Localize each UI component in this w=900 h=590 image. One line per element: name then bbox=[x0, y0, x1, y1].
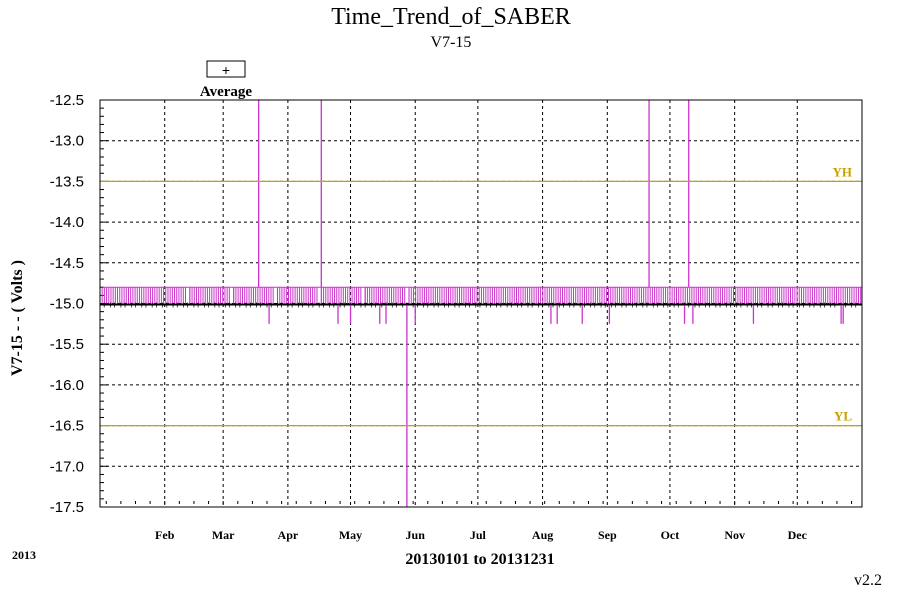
x-tick-label: Sep bbox=[598, 528, 617, 542]
y-tick-label: -15.0 bbox=[50, 296, 84, 313]
y-tick-label: -14.0 bbox=[50, 214, 84, 231]
chart-title: Time_Trend_of_SABER bbox=[331, 4, 571, 30]
limit-label-yl: YL bbox=[834, 409, 852, 424]
data-band bbox=[99, 286, 862, 308]
y-axis-label: V7-15 - - ( Volts ) bbox=[9, 260, 26, 376]
version-label: v2.2 bbox=[854, 572, 882, 589]
x-axis: Feb Mar Apr May Jun Jul Aug Sep Oct Nov Dec bbox=[155, 528, 808, 542]
x-tick-label: Feb bbox=[155, 528, 175, 542]
legend-label: Average bbox=[200, 84, 253, 100]
x-tick-label: Jul bbox=[470, 528, 487, 542]
x-tick-label: May bbox=[339, 528, 362, 542]
x-tick-label: Aug bbox=[532, 528, 553, 542]
y-tick-label: -14.5 bbox=[50, 255, 84, 272]
legend-symbol: + bbox=[222, 62, 230, 78]
x-tick-label: Jun bbox=[406, 528, 426, 542]
y-tick-label: -13.5 bbox=[50, 173, 84, 190]
x-tick-label: Dec bbox=[788, 528, 808, 542]
y-axis: -12.5 -13.0 -13.5 -14.0 -14.5 -15.0 -15.5 -16.0… bbox=[50, 92, 84, 516]
plot-frame bbox=[99, 99, 863, 508]
y-tick-label: -15.5 bbox=[50, 336, 84, 353]
y-tick-label: -16.5 bbox=[50, 418, 84, 435]
y-tick-label: -17.5 bbox=[50, 499, 84, 516]
data-spikes bbox=[258, 100, 844, 507]
year-label: 2013 bbox=[12, 548, 36, 562]
y-tick-label: -13.0 bbox=[50, 133, 84, 150]
y-tick-label: -12.5 bbox=[50, 92, 84, 109]
y-tick-label: -16.0 bbox=[50, 377, 84, 394]
x-tick-label: Apr bbox=[278, 528, 299, 542]
limit-lines: YH YL bbox=[100, 164, 862, 427]
x-axis-label: 20130101 to 20131231 bbox=[405, 551, 554, 568]
limit-label-yh: YH bbox=[833, 164, 853, 179]
chart-subtitle: V7-15 bbox=[431, 34, 472, 51]
x-tick-label: Mar bbox=[212, 528, 235, 542]
legend: + Average bbox=[200, 60, 253, 100]
y-tick-label: -17.0 bbox=[50, 458, 84, 475]
x-tick-label: Nov bbox=[724, 528, 745, 542]
legend-symbol-box bbox=[206, 60, 246, 78]
x-tick-label: Oct bbox=[661, 528, 680, 542]
